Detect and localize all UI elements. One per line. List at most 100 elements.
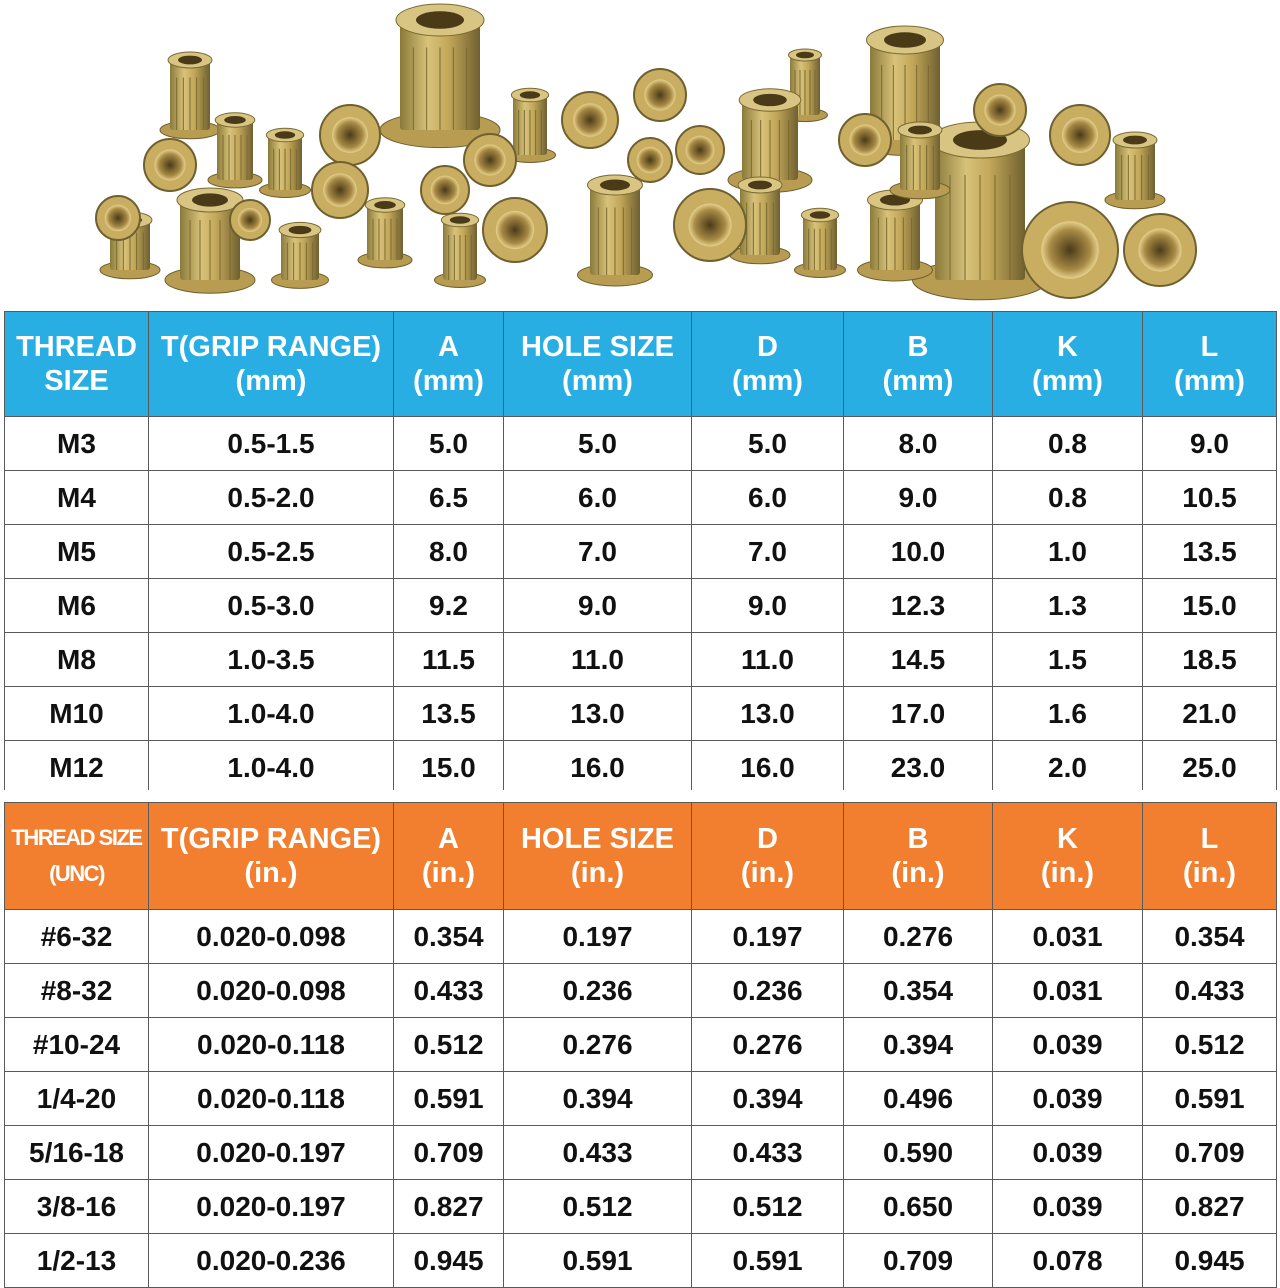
metric-table-row: M3 0.5-1.5 5.0 5.0 5.0 8.0 0.8 9.0 (4, 416, 1277, 471)
imperial-table-cell: 0.591 (393, 1071, 504, 1126)
metric-table-cell: 1.0-4.0 (148, 740, 394, 795)
metric-table-cell: 16.0 (691, 740, 844, 795)
metric-table-cell: 1.5 (992, 632, 1143, 687)
imperial-table-cell: 0.039 (992, 1071, 1143, 1126)
metric-table-cell: 15.0 (1142, 578, 1277, 633)
metric-col-k: K (mm) (992, 311, 1143, 417)
metric-col-l: L (mm) (1142, 311, 1277, 417)
metric-table-cell: 13.5 (1142, 524, 1277, 579)
imperial-table-cell: 0.591 (1142, 1071, 1277, 1126)
metric-table-cell: 9.0 (843, 470, 993, 525)
metric-table-cell: 1.3 (992, 578, 1143, 633)
imperial-table-cell: 0.276 (843, 909, 993, 964)
imperial-table-cell: 1/4-20 (4, 1071, 149, 1126)
metric-table-cell: 0.8 (992, 416, 1143, 471)
metric-table-cell: 5.0 (393, 416, 504, 471)
metric-table-cell: 6.5 (393, 470, 504, 525)
metric-col-hole-size: HOLE SIZE (mm) (503, 311, 692, 417)
imperial-table-cell: 0.945 (1142, 1233, 1277, 1288)
metric-col-grip-range: T(GRIP RANGE) (mm) (148, 311, 394, 417)
metric-table-body: M3 0.5-1.5 5.0 5.0 5.0 8.0 0.8 9.0 M4 0.5-2.0 6.5 6… (4, 416, 1277, 795)
imperial-table-body: #6-32 0.020-0.098 0.354 0.197 0.197 0.276 0.03… (4, 909, 1277, 1288)
metric-table-cell: 11.0 (503, 632, 692, 687)
metric-table-cell: M12 (4, 740, 149, 795)
imperial-table-cell: 0.236 (503, 963, 692, 1018)
imperial-table-cell: 0.276 (691, 1017, 844, 1072)
rivet-nut-photo (0, 0, 1280, 308)
metric-table-cell: 9.0 (1142, 416, 1277, 471)
imperial-table-cell: 0.031 (992, 963, 1143, 1018)
imperial-col-b: B (in.) (843, 802, 993, 910)
metric-table-cell: 18.5 (1142, 632, 1277, 687)
imperial-table-row: #8-32 0.020-0.098 0.433 0.236 0.236 0.354 0.03… (4, 963, 1277, 1018)
metric-table-cell: 7.0 (691, 524, 844, 579)
imperial-table-cell: 3/8-16 (4, 1179, 149, 1234)
imperial-col-l: L (in.) (1142, 802, 1277, 910)
imperial-table-cell: 0.709 (843, 1233, 993, 1288)
imperial-table-row: #10-24 0.020-0.118 0.512 0.276 0.276 0.394 0.0… (4, 1017, 1277, 1072)
metric-table-row: M6 0.5-3.0 9.2 9.0 9.0 12.3 1.3 15.0 (4, 578, 1277, 633)
imperial-table-cell: 0.709 (393, 1125, 504, 1180)
imperial-table-cell: 0.945 (393, 1233, 504, 1288)
imperial-table-cell: 0.078 (992, 1233, 1143, 1288)
imperial-table-cell: 0.020-0.098 (148, 963, 394, 1018)
metric-col-b: B (mm) (843, 311, 993, 417)
imperial-table-cell: 0.709 (1142, 1125, 1277, 1180)
metric-table-cell: 1.0 (992, 524, 1143, 579)
imperial-spec-table: THREAD SIZE (UNC) T(GRIP RANGE) (in.) A (in… (4, 802, 1277, 1288)
metric-table-cell: M10 (4, 686, 149, 741)
metric-table-row: M4 0.5-2.0 6.5 6.0 6.0 9.0 0.8 10.5 (4, 470, 1277, 525)
metric-table-cell: 13.0 (503, 686, 692, 741)
metric-table-cell: 25.0 (1142, 740, 1277, 795)
metric-table-cell: 15.0 (393, 740, 504, 795)
imperial-table-cell: 0.354 (1142, 909, 1277, 964)
metric-table-cell: 8.0 (843, 416, 993, 471)
imperial-table-cell: 0.020-0.197 (148, 1125, 394, 1180)
imperial-table-cell: 0.512 (691, 1179, 844, 1234)
metric-table-cell: 1.0-4.0 (148, 686, 394, 741)
metric-table-cell: M5 (4, 524, 149, 579)
imperial-table-cell: 0.354 (393, 909, 504, 964)
imperial-col-k: K (in.) (992, 802, 1143, 910)
imperial-table-cell: 5/16-18 (4, 1125, 149, 1180)
imperial-col-thread-size: THREAD SIZE (UNC) (4, 802, 149, 910)
imperial-table-cell: 0.591 (503, 1233, 692, 1288)
metric-table-cell: 8.0 (393, 524, 504, 579)
metric-table-cell: 6.0 (503, 470, 692, 525)
imperial-col-hole-size: HOLE SIZE (in.) (503, 802, 692, 910)
imperial-table-cell: 0.020-0.098 (148, 909, 394, 964)
metric-table-cell: 11.0 (691, 632, 844, 687)
imperial-table-cell: 0.433 (503, 1125, 692, 1180)
imperial-table-cell: 0.197 (503, 909, 692, 964)
imperial-table-cell: 0.020-0.197 (148, 1179, 394, 1234)
imperial-col-a: A (in.) (393, 802, 504, 910)
imperial-table-cell: 0.650 (843, 1179, 993, 1234)
metric-table-cell: 16.0 (503, 740, 692, 795)
metric-table-cell: 10.5 (1142, 470, 1277, 525)
metric-table-cell: 23.0 (843, 740, 993, 795)
metric-col-a: A (mm) (393, 311, 504, 417)
metric-table-cell: 6.0 (691, 470, 844, 525)
imperial-col-d: D (in.) (691, 802, 844, 910)
metric-table-cell: 7.0 (503, 524, 692, 579)
metric-table-cell: M8 (4, 632, 149, 687)
metric-table-cell: 11.5 (393, 632, 504, 687)
imperial-table-cell: 0.394 (691, 1071, 844, 1126)
imperial-table-cell: 1/2-13 (4, 1233, 149, 1288)
metric-table-row: M5 0.5-2.5 8.0 7.0 7.0 10.0 1.0 13.5 (4, 524, 1277, 579)
metric-spec-table: THREAD SIZE T(GRIP RANGE) (mm) A (mm) HOLE … (4, 311, 1277, 795)
imperial-col-grip-range: T(GRIP RANGE) (in.) (148, 802, 394, 910)
imperial-table-row: 5/16-18 0.020-0.197 0.709 0.433 0.433 0.590 0.… (4, 1125, 1277, 1180)
metric-table-cell: 12.3 (843, 578, 993, 633)
metric-table-row: M12 1.0-4.0 15.0 16.0 16.0 23.0 2.0 25.0 (4, 740, 1277, 795)
metric-table-cell: 9.2 (393, 578, 504, 633)
metric-table-cell: 21.0 (1142, 686, 1277, 741)
metric-table-cell: 1.6 (992, 686, 1143, 741)
imperial-table-cell: 0.591 (691, 1233, 844, 1288)
metric-table-cell: 2.0 (992, 740, 1143, 795)
metric-table-row: M8 1.0-3.5 11.5 11.0 11.0 14.5 1.5 18.5 (4, 632, 1277, 687)
imperial-table-cell: 0.433 (691, 1125, 844, 1180)
metric-table-cell: 13.5 (393, 686, 504, 741)
imperial-table-cell: 0.512 (1142, 1017, 1277, 1072)
imperial-table-cell: 0.039 (992, 1179, 1143, 1234)
